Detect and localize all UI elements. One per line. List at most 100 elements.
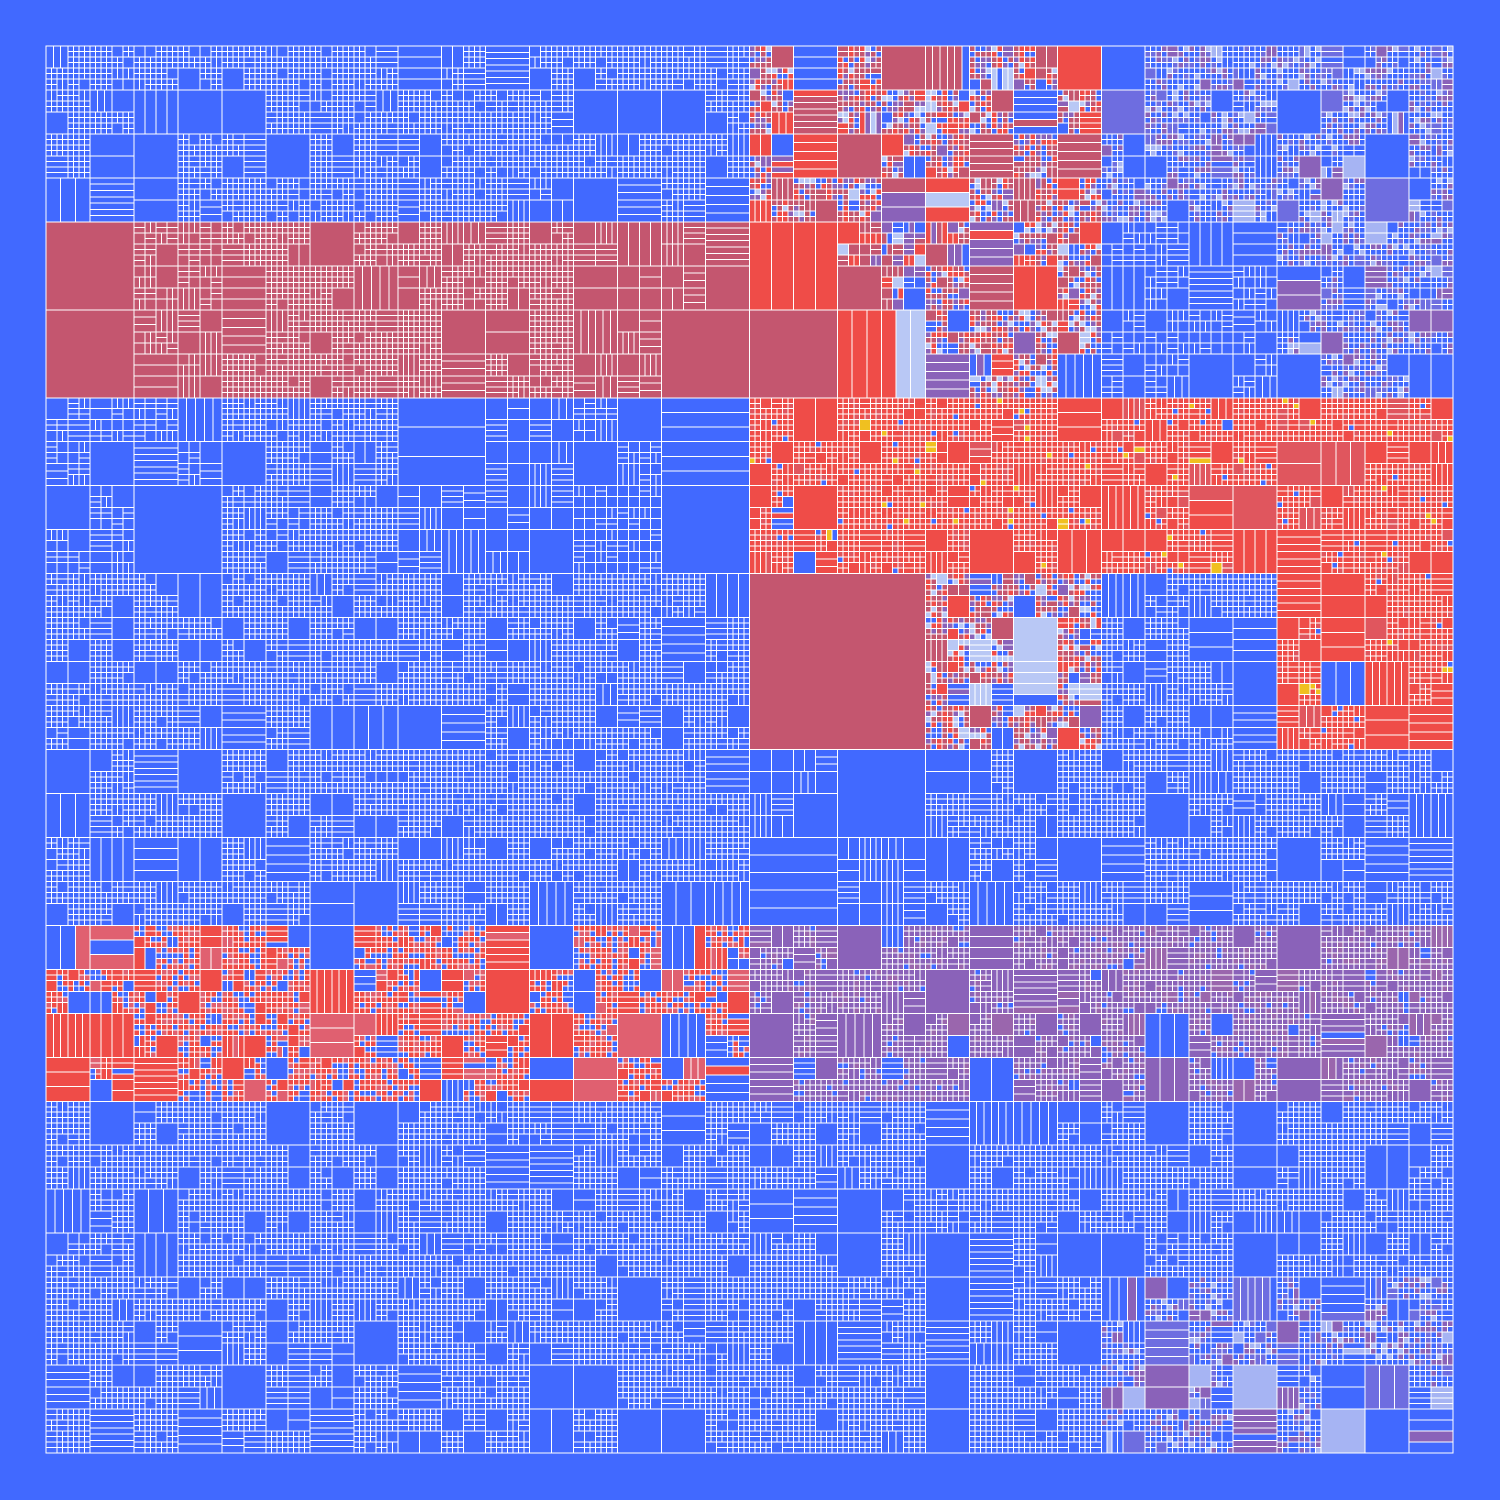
tile — [79, 90, 85, 101]
tile — [73, 150, 79, 156]
tile — [101, 79, 107, 85]
tile — [458, 156, 464, 162]
tile — [502, 106, 508, 112]
tile — [552, 90, 563, 96]
tile — [90, 62, 96, 68]
tile — [299, 52, 305, 58]
tile — [326, 216, 332, 222]
tile — [453, 150, 459, 156]
tile — [365, 189, 371, 195]
tile — [458, 161, 464, 167]
tile — [513, 90, 519, 96]
tile — [90, 216, 134, 222]
tile — [332, 205, 338, 211]
tile — [359, 73, 365, 79]
tile — [266, 68, 272, 74]
tile — [310, 73, 316, 79]
tile — [189, 216, 195, 222]
tile — [381, 194, 387, 200]
tile — [326, 167, 332, 173]
tile — [398, 189, 420, 195]
tile — [211, 189, 217, 195]
tile — [387, 68, 393, 74]
tile — [552, 127, 574, 134]
tile — [431, 112, 437, 118]
tile — [134, 62, 140, 68]
tile — [480, 128, 486, 134]
tile — [90, 57, 96, 63]
tile — [552, 73, 558, 79]
tile — [156, 57, 162, 63]
tile — [497, 106, 503, 112]
tile — [288, 95, 294, 101]
tile — [304, 128, 310, 134]
tile — [189, 156, 200, 162]
tile — [233, 139, 244, 145]
tile — [354, 123, 360, 129]
tile — [354, 178, 365, 184]
tile — [480, 161, 486, 167]
tile — [480, 178, 486, 189]
tile — [90, 184, 134, 190]
tile — [508, 90, 514, 96]
tile — [95, 68, 101, 74]
tile — [299, 189, 310, 200]
tile — [370, 68, 376, 74]
tile — [354, 134, 360, 140]
tile — [365, 194, 371, 200]
tile — [304, 211, 310, 217]
tile — [139, 79, 145, 90]
tile — [244, 172, 266, 178]
tile — [299, 211, 305, 217]
tile — [392, 117, 398, 123]
tile — [244, 211, 250, 217]
tile — [315, 73, 321, 79]
tile — [106, 73, 112, 79]
tile — [128, 52, 134, 58]
tile — [117, 112, 123, 118]
tile — [315, 84, 321, 90]
tile — [79, 68, 85, 74]
tile — [365, 156, 371, 162]
tile — [52, 68, 58, 74]
tile — [464, 172, 470, 178]
tile — [491, 112, 497, 118]
tile — [464, 112, 470, 118]
tile — [376, 200, 382, 206]
tile — [343, 189, 349, 195]
tile — [376, 172, 387, 178]
tile — [293, 112, 299, 118]
tile — [447, 167, 453, 173]
tile — [541, 117, 547, 123]
tile — [453, 189, 459, 195]
tile — [167, 57, 173, 63]
tile — [101, 57, 107, 63]
tile — [178, 167, 184, 173]
tile — [68, 134, 74, 140]
tile — [486, 123, 492, 129]
tile — [557, 62, 563, 68]
tile — [321, 183, 327, 189]
tile — [469, 62, 475, 68]
tile — [46, 79, 52, 85]
tile — [277, 123, 283, 129]
tile — [359, 211, 365, 217]
tile — [200, 161, 206, 167]
tile — [211, 178, 222, 189]
tile — [343, 205, 349, 211]
tile — [277, 211, 283, 217]
tile — [469, 194, 475, 200]
tile — [200, 156, 206, 162]
tile — [299, 128, 305, 134]
tile — [112, 123, 123, 134]
tile — [458, 172, 464, 178]
tile — [354, 150, 360, 156]
tile — [161, 62, 167, 68]
tile — [310, 57, 316, 63]
tile — [337, 46, 343, 52]
tile — [216, 73, 222, 79]
tile — [266, 73, 272, 79]
tile — [376, 128, 382, 134]
tile — [79, 57, 85, 63]
tile — [568, 68, 574, 74]
